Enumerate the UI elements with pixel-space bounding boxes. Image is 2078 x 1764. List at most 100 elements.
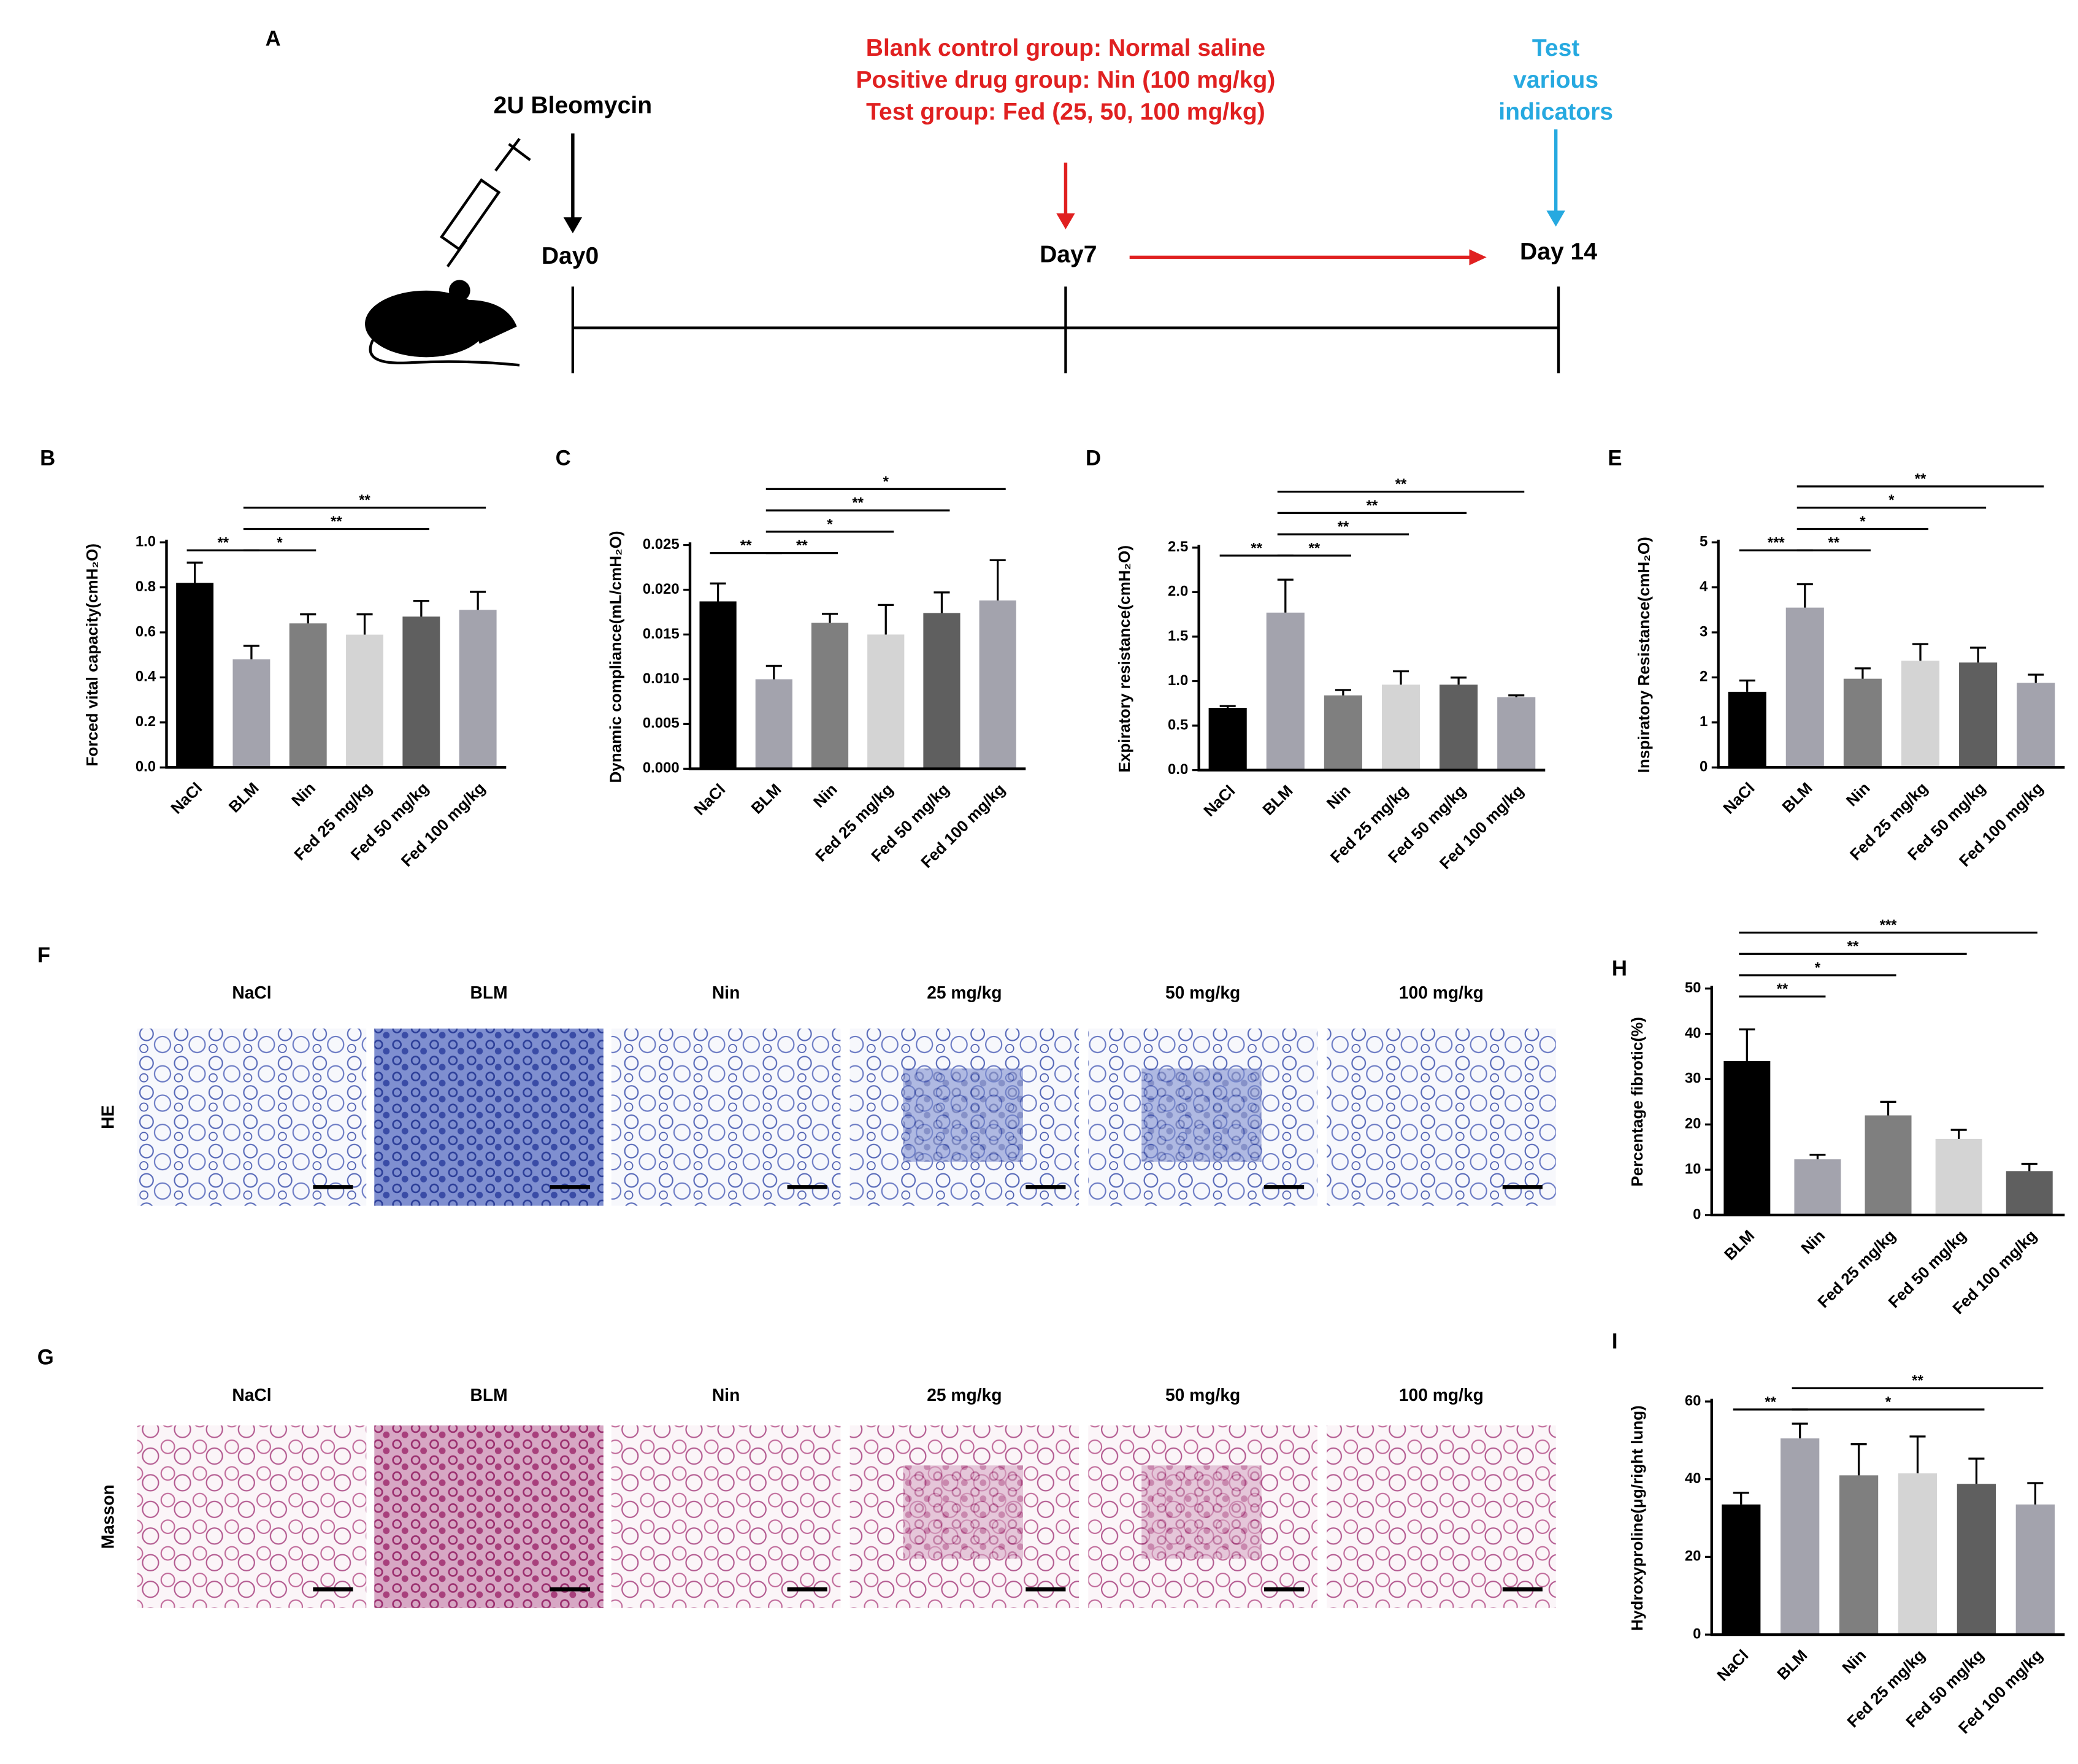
- y-tick-label: 50: [1685, 980, 1701, 996]
- y-tick-label: 2.0: [1168, 583, 1188, 600]
- error-bar: [356, 613, 373, 635]
- y-tick-label: 40: [1685, 1470, 1701, 1487]
- column-label: NaCl: [232, 1385, 271, 1405]
- micrograph: [374, 1425, 604, 1608]
- significance-label: **: [740, 537, 752, 554]
- panel-label: F: [37, 944, 50, 967]
- x-tick-label: BLM: [748, 780, 785, 818]
- bar: [1440, 685, 1478, 770]
- error-bar: [1909, 1435, 1926, 1474]
- error-bar: [1392, 670, 1409, 685]
- bar: [1843, 678, 1882, 768]
- y-tick-label: 30: [1685, 1070, 1701, 1087]
- bar: [1898, 1473, 1938, 1635]
- micrograph-region: [1141, 1465, 1262, 1559]
- y-tick-label: 0.000: [643, 760, 680, 777]
- y-tick-label: 10: [1685, 1160, 1701, 1177]
- day-label: Day0: [542, 243, 599, 269]
- bar: [1957, 1484, 1996, 1635]
- y-tick-label: 0.5: [1168, 716, 1188, 733]
- row-label: HE: [98, 1105, 118, 1129]
- panel-label: I: [1612, 1330, 1618, 1354]
- mouse: [365, 280, 520, 367]
- error-bar: [1219, 705, 1236, 708]
- axes: [688, 542, 1026, 770]
- micrograph: [611, 1028, 841, 1206]
- y-tick-label: 1.5: [1168, 627, 1188, 644]
- error-bar: [1277, 578, 1294, 613]
- x-tick-label: Nin: [1838, 1646, 1869, 1677]
- bar: [979, 600, 1016, 769]
- significance-label: **: [359, 492, 370, 508]
- significance-label: *: [827, 516, 833, 532]
- panel-label: H: [1612, 957, 1627, 981]
- y-tick-label: 1: [1700, 713, 1708, 730]
- significance-label: *: [1815, 959, 1821, 976]
- micrograph: [1327, 1028, 1556, 1206]
- column-label: 50 mg/kg: [1165, 983, 1240, 1002]
- significance-label: ***: [1768, 535, 1785, 551]
- bar: [1497, 697, 1536, 770]
- bar: [1935, 1138, 1982, 1215]
- y-tick-label: 0.010: [643, 670, 680, 687]
- y-tick-label: 0.020: [643, 581, 680, 597]
- y-tick-label: 60: [1685, 1392, 1701, 1409]
- bleomycin-label: 2U Bleomycin: [494, 92, 652, 118]
- bar: [1785, 607, 1824, 768]
- axes: [165, 539, 507, 769]
- micrograph-region: [903, 1465, 1023, 1559]
- bar: [1324, 695, 1362, 770]
- y-tick-label: 0: [1693, 1625, 1701, 1642]
- treatment-text: Test group: Fed (25, 50, 100 mg/kg): [866, 99, 1265, 125]
- y-axis-label: Dynamic compliance(mL/cmH₂O): [606, 531, 624, 783]
- test-text: indicators: [1498, 99, 1613, 125]
- significance-label: **: [1338, 519, 1349, 535]
- significance-label: **: [1309, 540, 1321, 556]
- y-tick-label: 1.0: [1168, 672, 1188, 689]
- error-bar: [1739, 1028, 1755, 1061]
- error-bar: [1809, 1154, 1826, 1160]
- significance-label: **: [331, 513, 342, 530]
- bar: [176, 583, 214, 768]
- error-bar: [1451, 677, 1467, 685]
- error-bar: [2028, 673, 2044, 683]
- y-tick-label: 0.2: [136, 713, 156, 730]
- significance-label: **: [1251, 540, 1262, 556]
- panel-label: B: [40, 447, 55, 470]
- bar: [232, 659, 270, 768]
- significance-label: **: [1912, 1373, 1923, 1389]
- column-label: 100 mg/kg: [1399, 983, 1484, 1002]
- bar: [923, 613, 960, 769]
- error-bar: [1968, 1457, 1985, 1484]
- error-bar: [1335, 689, 1351, 696]
- error-bar: [243, 645, 259, 660]
- axes: [1710, 1398, 2065, 1636]
- error-bar: [2021, 1162, 2038, 1172]
- significance-label: **: [796, 537, 808, 554]
- error-bar: [1970, 646, 1987, 663]
- histology: F HE NaCl BLM Nin 25 mg/kg 50 mg/kg 100 mg/kg G M…: [37, 944, 1556, 1608]
- panel-label: G: [37, 1346, 54, 1370]
- significance-label: **: [1765, 1394, 1776, 1410]
- micrograph: [137, 1028, 367, 1206]
- arrow-head: [1469, 249, 1487, 266]
- y-tick-label: 0.015: [643, 626, 680, 642]
- bar: [2015, 1504, 2055, 1635]
- column-label: Nin: [712, 983, 740, 1002]
- column-label: 25 mg/kg: [927, 983, 1002, 1002]
- significance-label: *: [277, 535, 283, 551]
- bar: [1723, 1060, 1771, 1215]
- y-tick-label: 0.025: [643, 536, 680, 553]
- y-tick-label: 20: [1685, 1548, 1701, 1565]
- error-bar: [2027, 1482, 2044, 1505]
- panel-label: D: [1086, 447, 1101, 470]
- error-bar: [413, 599, 429, 617]
- y-tick-label: 0.6: [136, 623, 156, 640]
- error-bar: [1739, 679, 1755, 692]
- bar: [1865, 1115, 1912, 1215]
- y-tick-label: 0.8: [136, 578, 156, 595]
- bar: [1901, 661, 1940, 768]
- bar: [1208, 708, 1247, 770]
- bar: [2017, 683, 2055, 768]
- error-bar: [1912, 643, 1929, 661]
